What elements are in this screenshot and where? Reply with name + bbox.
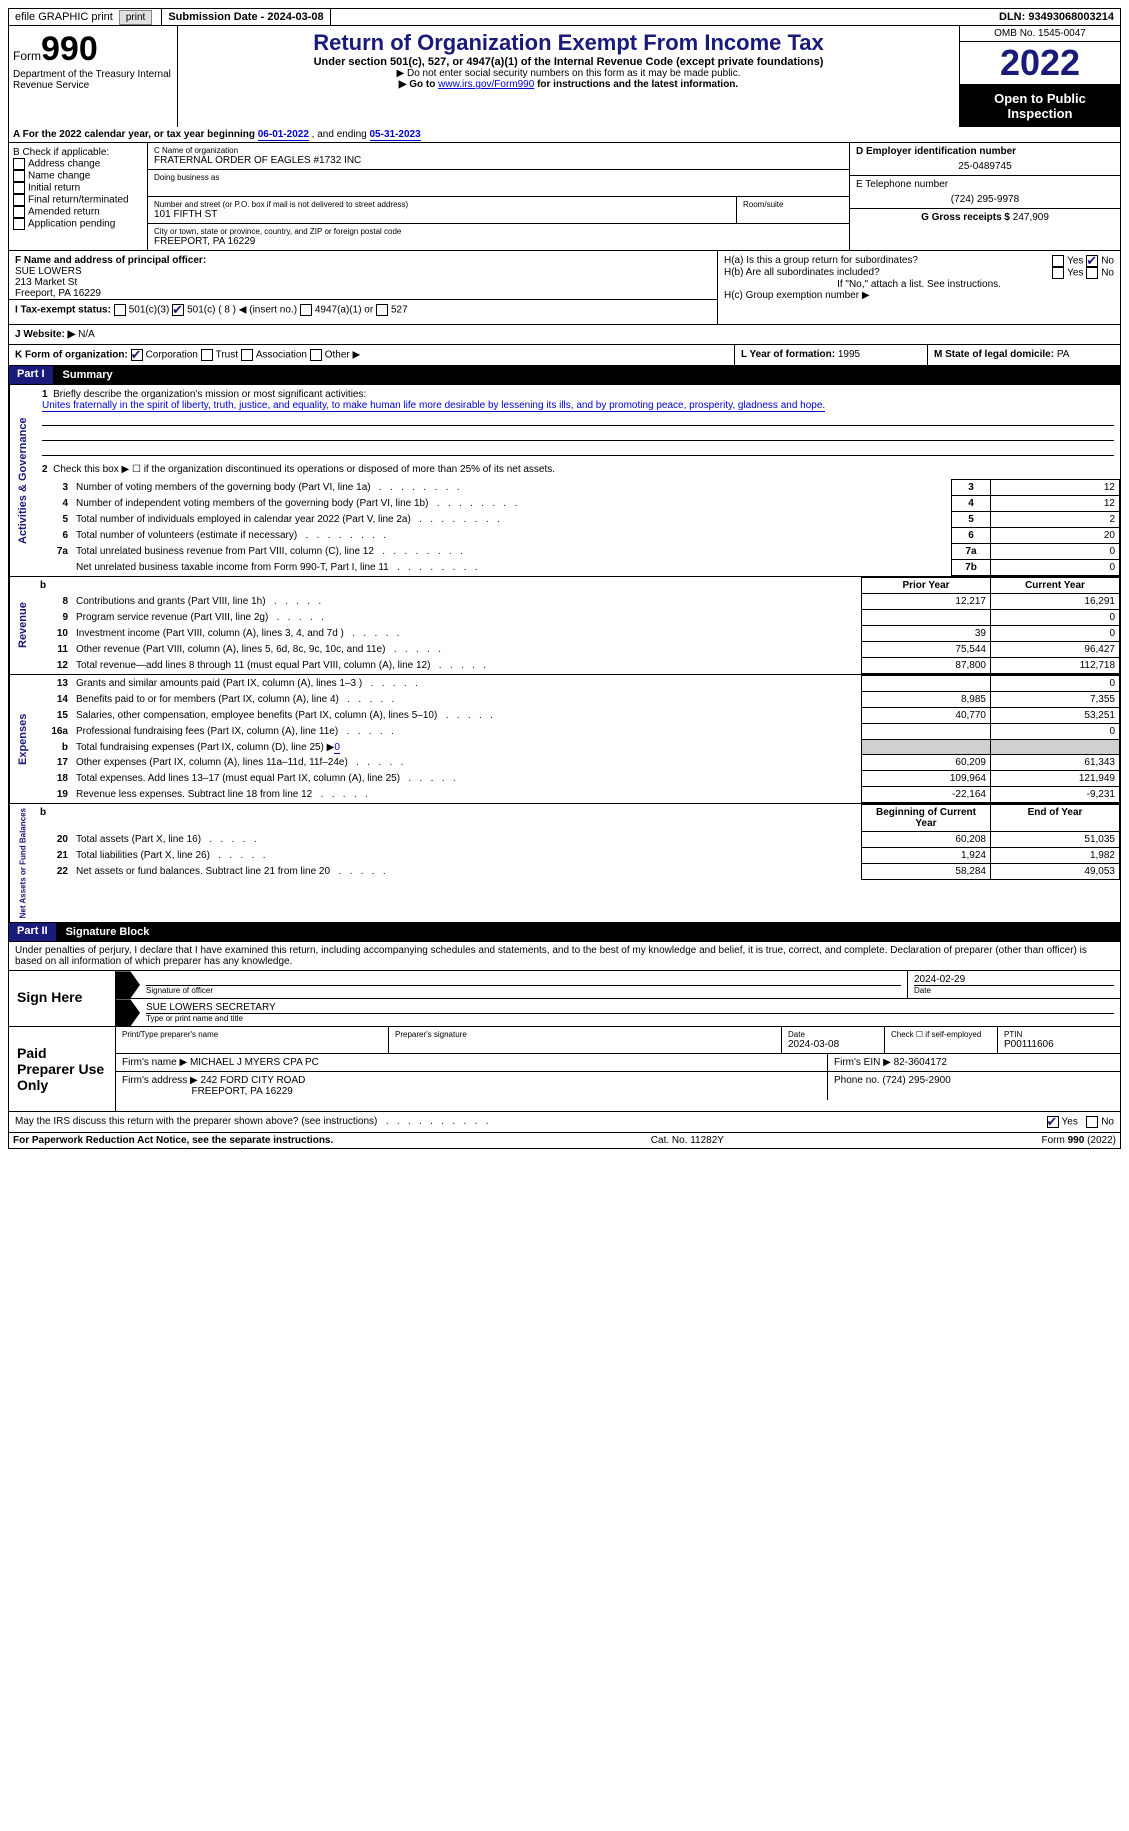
cb-discuss-yes[interactable] (1047, 1116, 1059, 1128)
cb-ha-no[interactable] (1086, 255, 1098, 267)
cb-assoc[interactable] (241, 349, 253, 361)
cb-527[interactable] (376, 304, 388, 316)
paid-preparer-label: Paid Preparer Use Only (9, 1027, 116, 1111)
sign-here-label: Sign Here (9, 971, 116, 1026)
discuss-row: May the IRS discuss this return with the… (8, 1112, 1121, 1133)
form-subtitle: Under section 501(c), 527, or 4947(a)(1)… (182, 56, 955, 68)
cb-name-change[interactable] (13, 170, 25, 182)
open-to-public: Open to Public Inspection (960, 85, 1120, 127)
cb-hb-no[interactable] (1086, 267, 1098, 279)
cb-other[interactable] (310, 349, 322, 361)
cb-501c[interactable] (172, 304, 184, 316)
cb-ha-yes[interactable] (1052, 255, 1064, 267)
part-1-header: Part ISummary (8, 366, 1121, 385)
cb-address-change[interactable] (13, 158, 25, 170)
activities-governance-label: Activities & Governance (9, 385, 36, 576)
top-toolbar: efile GRAPHIC print print Submission Dat… (8, 8, 1121, 26)
form-number-box: Form990 Department of the Treasury Inter… (9, 26, 178, 127)
cb-application-pending[interactable] (13, 218, 25, 230)
city-box: City or town, state or province, country… (148, 224, 849, 250)
cb-trust[interactable] (201, 349, 213, 361)
dln: DLN: 93493068003214 (993, 9, 1120, 25)
form-org-row: K Form of organization: Corporation Trus… (9, 345, 735, 365)
arrow-icon (116, 999, 140, 1026)
revenue-label: Revenue (9, 577, 36, 674)
tax-year: 2022 (960, 42, 1120, 85)
expenses-table: 13 Grants and similar amounts paid (Part… (36, 675, 1120, 803)
form-title: Return of Organization Exempt From Incom… (182, 30, 955, 56)
expenses-label: Expenses (9, 675, 36, 803)
activities-table: 3 Number of voting members of the govern… (36, 479, 1120, 576)
cb-initial-return[interactable] (13, 182, 25, 194)
group-return-box: H(a) Is this a group return for subordin… (718, 251, 1120, 324)
cb-final-return[interactable] (13, 194, 25, 206)
form-note-2: ▶ Go to www.irs.gov/Form990 for instruct… (182, 79, 955, 90)
net-assets-label: Net Assets or Fund Balances (9, 804, 36, 922)
efile-label: efile GRAPHIC print print (9, 9, 162, 25)
state-domicile: M State of legal domicile: PA (928, 345, 1120, 365)
org-name-box: C Name of organization FRATERNAL ORDER O… (148, 143, 849, 170)
cb-amended-return[interactable] (13, 206, 25, 218)
perjury-statement: Under penalties of perjury, I declare th… (8, 942, 1121, 971)
net-assets-table: bBeginning of Current YearEnd of Year20 … (36, 804, 1120, 880)
cb-corp[interactable] (131, 349, 143, 361)
cb-501c3[interactable] (114, 304, 126, 316)
cb-4947[interactable] (300, 304, 312, 316)
gross-receipts-box: G Gross receipts $ 247,909 (850, 209, 1120, 226)
revenue-table: bPrior YearCurrent Year8 Contributions a… (36, 577, 1120, 674)
principal-officer-box: F Name and address of principal officer:… (9, 251, 718, 324)
page-footer: For Paperwork Reduction Act Notice, see … (8, 1133, 1121, 1149)
col-b-checkboxes: B Check if applicable: Address change Na… (9, 143, 148, 250)
form-note-1: ▶ Do not enter social security numbers o… (182, 68, 955, 79)
sign-here-block: Sign Here Signature of officer 2024-02-2… (8, 971, 1121, 1027)
cb-discuss-no[interactable] (1086, 1116, 1098, 1128)
street-box: Number and street (or P.O. box if mail i… (148, 197, 849, 224)
submission-date: Submission Date - 2024-03-08 (162, 9, 330, 25)
arrow-icon (116, 971, 140, 998)
ein-box: D Employer identification number 25-0489… (850, 143, 1120, 176)
dept-label: Department of the Treasury Internal Reve… (13, 69, 173, 91)
website-row: J Website: ▶ N/A (9, 325, 1120, 344)
paid-preparer-block: Paid Preparer Use Only Print/Type prepar… (8, 1027, 1121, 1112)
line-1-mission: 1 Briefly describe the organization's mi… (36, 385, 1120, 460)
print-button[interactable]: print (119, 10, 152, 25)
line-2-checkbox: 2 Check this box ▶ ☐ if the organization… (36, 460, 1120, 479)
year-formation: L Year of formation: 1995 (735, 345, 928, 365)
form-header: Form990 Department of the Treasury Inter… (8, 26, 1121, 127)
dba-box: Doing business as (148, 170, 849, 197)
part-2-header: Part IISignature Block (8, 923, 1121, 942)
irs-link[interactable]: www.irs.gov/Form990 (438, 79, 534, 90)
cb-hb-yes[interactable] (1052, 267, 1064, 279)
omb-number: OMB No. 1545-0047 (960, 26, 1120, 42)
row-a-tax-year: A For the 2022 calendar year, or tax yea… (8, 127, 1121, 143)
phone-box: E Telephone number (724) 295-9978 (850, 176, 1120, 209)
